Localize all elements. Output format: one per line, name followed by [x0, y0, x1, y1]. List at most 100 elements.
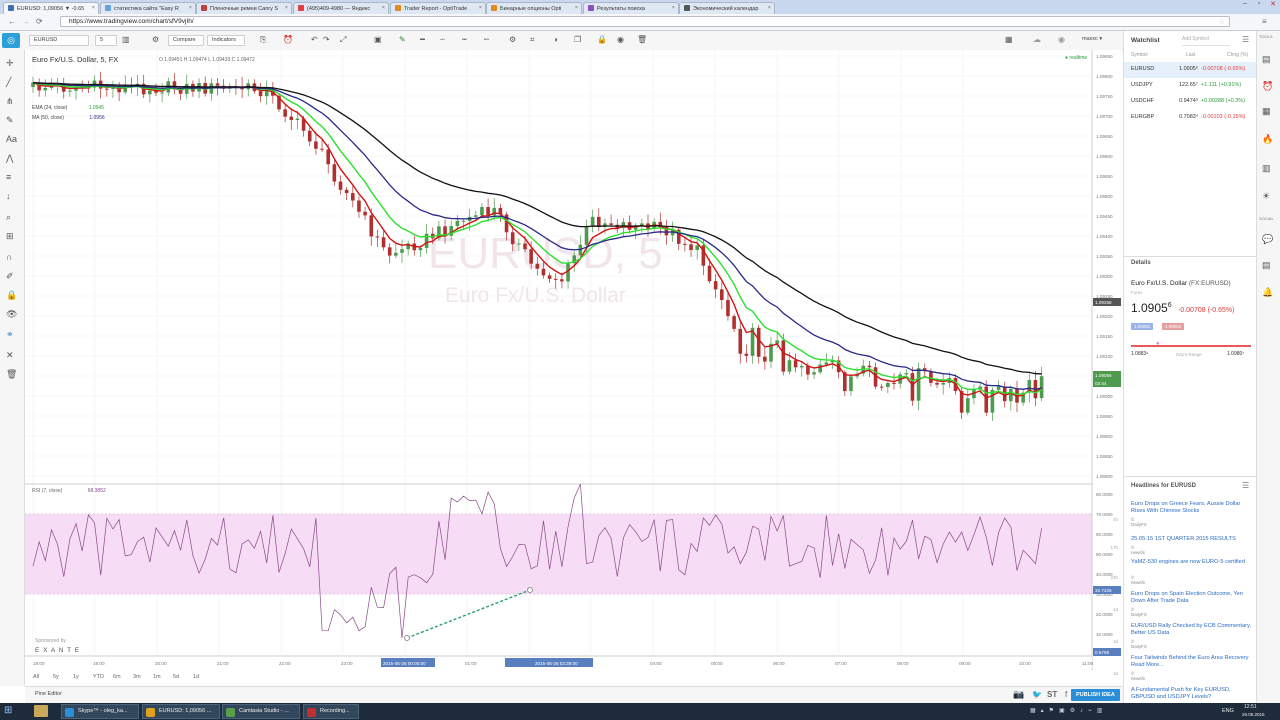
eye-icon[interactable]: ◉ [1058, 35, 1065, 44]
headline-link[interactable]: YaMZ-530 engines are now EURO-5 certifie… [1131, 559, 1246, 565]
hide-icon[interactable]: ◉ [617, 35, 624, 44]
trash-icon[interactable]: 🗑 [637, 35, 648, 44]
trendline-icon[interactable]: ╱ [6, 77, 12, 87]
watchlist-row[interactable]: EURUSD 1.0905⁶ -0.00708 (-0.65%) [1124, 62, 1257, 78]
brush-icon[interactable]: ✎ [6, 115, 14, 125]
timeframe-button[interactable]: 1y [73, 674, 79, 680]
template-icon[interactable]: ⎘ [260, 35, 267, 44]
headline-link[interactable]: 25.05.15 1ST QUARTER 2015 RESULTS [1131, 536, 1236, 542]
minimize-icon[interactable]: – [1243, 0, 1247, 7]
headline-link[interactable]: EUR/USD Rally Checked by ECB Commentary,… [1131, 623, 1251, 636]
tab-close-icon[interactable]: × [381, 5, 385, 11]
add-symbol-input[interactable]: Add Symbol [1182, 36, 1230, 46]
streams-icon[interactable]: ▤ [1262, 260, 1271, 270]
notifications-icon[interactable]: 🔔 [1262, 287, 1274, 297]
browser-tab[interactable]: EURUSD: 1,09056 ▼ -0.65 × [3, 2, 99, 14]
browser-menu-icon[interactable]: ≡ [1262, 17, 1267, 26]
twitter-icon[interactable]: 🐦 [1032, 690, 1042, 699]
reload-icon[interactable]: ⟳ [36, 17, 43, 26]
timeframe-button[interactable]: 5d [173, 674, 180, 680]
arrow-down-icon[interactable]: ↓ [6, 191, 11, 201]
lock-icon[interactable]: 🔒 [597, 35, 607, 44]
tab-close-icon[interactable]: × [671, 5, 675, 11]
tray-icons[interactable]: ▦▴⚑▣⚙♪⌁▥ [1030, 708, 1108, 714]
link-icon[interactable]: ⚭ [6, 329, 14, 339]
browser-tab[interactable]: Пленочные ремни Canry S × [196, 2, 292, 14]
cloud-icon[interactable]: ☁ [1033, 35, 1041, 44]
maximize-icon[interactable]: ▫ [1257, 0, 1261, 7]
explorer-icon[interactable] [34, 705, 48, 717]
data-window-icon[interactable]: ▦ [1262, 106, 1271, 116]
hotlist-icon[interactable]: 🔥 [1262, 134, 1274, 144]
headline-link[interactable]: Euro Drops on Greece Fears, Aussie Dolla… [1131, 501, 1241, 514]
watchlist-tool-icon[interactable]: ▤ [1262, 54, 1271, 64]
timeframe-button[interactable]: 3m [133, 674, 141, 680]
taskbar-item[interactable]: Camtasia Studio - ... [222, 704, 300, 719]
timeframe-button[interactable]: 1m [153, 674, 161, 680]
line-style-dashed-icon[interactable]: ┅ [462, 35, 467, 44]
bar-style-icon[interactable]: ▥ [122, 35, 130, 44]
back-icon[interactable]: ← [8, 17, 16, 26]
magnet-icon[interactable]: ∩ [6, 252, 13, 262]
sponsor-logo[interactable]: E X A N T E [35, 647, 81, 654]
timeframe-button[interactable]: 6m [113, 674, 121, 680]
tradingview-logo-icon[interactable]: ◎ [2, 33, 20, 48]
cross-tools-icon[interactable]: ✕ [6, 350, 14, 360]
taskbar-item[interactable]: EURUSD: 1,09056 ... [142, 704, 220, 719]
fib-icon[interactable]: ≡ [6, 172, 12, 182]
compare-button[interactable]: Compare [168, 35, 204, 46]
watchlist-menu-icon[interactable]: ☰ [1242, 35, 1250, 44]
visibility-icon[interactable]: ◑ [553, 35, 558, 44]
redo-icon[interactable]: ↷ [323, 35, 330, 44]
watchlist-row[interactable]: EURGBP 0.7083⁴ -0.00103 (-0.15%) [1124, 110, 1257, 126]
headlines-menu-icon[interactable]: ☰ [1242, 481, 1250, 490]
browser-tab[interactable]: (495)409-4980 — Яндекс × [293, 2, 389, 14]
bookmark-star-icon[interactable]: ☆ [1218, 17, 1226, 26]
timeframe-button[interactable]: All [33, 674, 40, 680]
hide-drawings-icon[interactable]: 👁 [6, 309, 18, 319]
tab-close-icon[interactable]: × [767, 5, 771, 11]
clone-icon[interactable]: ❐ [574, 35, 582, 44]
headline-link[interactable]: Four Tailwinds Behind the Euro Area Reco… [1131, 655, 1249, 668]
tab-close-icon[interactable]: × [478, 5, 482, 11]
measure-icon[interactable]: ⊞ [6, 231, 14, 241]
calendar-icon[interactable]: ▥ [1262, 163, 1271, 173]
line-style-dotted-icon[interactable]: ┄ [440, 35, 445, 44]
crop-icon[interactable]: ⌗ [530, 35, 535, 44]
pitchfork-icon[interactable]: ⋔ [6, 96, 14, 106]
idea-icon[interactable]: ☀ [1262, 191, 1271, 201]
undo-icon[interactable]: ↶ [311, 35, 318, 44]
pattern-icon[interactable]: ⋀ [6, 153, 14, 163]
tab-close-icon[interactable]: × [91, 5, 95, 11]
headline-link[interactable]: A Fundamental Push for Key EURUSD, GBPUS… [1131, 687, 1231, 700]
timeframe-button[interactable]: 1d [193, 674, 200, 680]
crosshair-icon[interactable]: ✛ [6, 58, 14, 68]
fullscreen-icon[interactable]: ⤢ [340, 35, 347, 44]
line-width-icon[interactable]: ━ [420, 35, 425, 44]
chart-area[interactable]: EURUSD, 5 Euro Fx/U.S. Dollar 1.09850 1.09… [25, 50, 1122, 685]
gear-icon[interactable]: ⚙ [152, 35, 160, 44]
trash-drawings-icon[interactable]: 🗑 [6, 369, 18, 379]
symbol-input[interactable]: EURUSD [29, 35, 89, 46]
facebook-icon[interactable]: f [1065, 690, 1068, 699]
zoom-icon[interactable]: ⌕ [6, 212, 12, 222]
chat-icon[interactable]: 💬 [1262, 234, 1274, 244]
text-icon[interactable]: Aa [6, 134, 18, 144]
stocktwits-icon[interactable]: ST [1047, 690, 1058, 699]
line-style-icon[interactable]: ┉ [484, 35, 489, 44]
timeframe-button[interactable]: 5y [53, 674, 59, 680]
language-indicator[interactable]: ENG [1222, 708, 1234, 714]
timeframe-button[interactable]: YTD [93, 674, 104, 680]
browser-tab[interactable]: Бинарные опционы Opti × [486, 2, 582, 14]
browser-tab[interactable]: статистика сайта "Easy R × [100, 2, 196, 14]
screenshot-grid-icon[interactable]: ▦ [1005, 35, 1013, 44]
layout-icon[interactable]: ▣ [374, 35, 382, 44]
alert-icon[interactable]: ⏰ [283, 35, 293, 44]
close-icon[interactable]: ✕ [1270, 1, 1276, 8]
camera-icon[interactable]: 📷 [1013, 689, 1025, 699]
tab-close-icon[interactable]: × [188, 5, 192, 11]
clock-tool-icon[interactable]: ⏰ [1262, 81, 1274, 91]
publish-idea-button[interactable]: PUBLISH IDEA [1071, 689, 1120, 701]
pen-icon[interactable]: ✐ [6, 271, 14, 281]
settings-icon[interactable]: ⚙ [509, 35, 517, 44]
